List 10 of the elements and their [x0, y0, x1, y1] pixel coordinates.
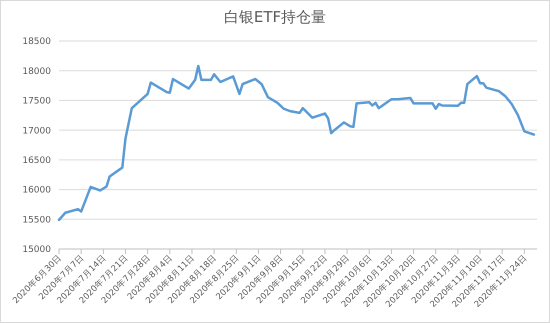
y-tick-label: 16000	[22, 186, 52, 196]
y-tick-label: 15500	[22, 215, 52, 226]
y-tick-label: 17000	[22, 126, 52, 136]
y-tick-label: 15000	[22, 245, 52, 256]
chart-title: 白银ETF持仓量	[224, 8, 326, 26]
y-tick-label: 16500	[22, 156, 52, 166]
y-tick-label: 18500	[22, 37, 52, 48]
y-tick-label: 17500	[22, 96, 52, 107]
y-tick-label: 18000	[22, 66, 52, 77]
line-series	[58, 64, 536, 222]
